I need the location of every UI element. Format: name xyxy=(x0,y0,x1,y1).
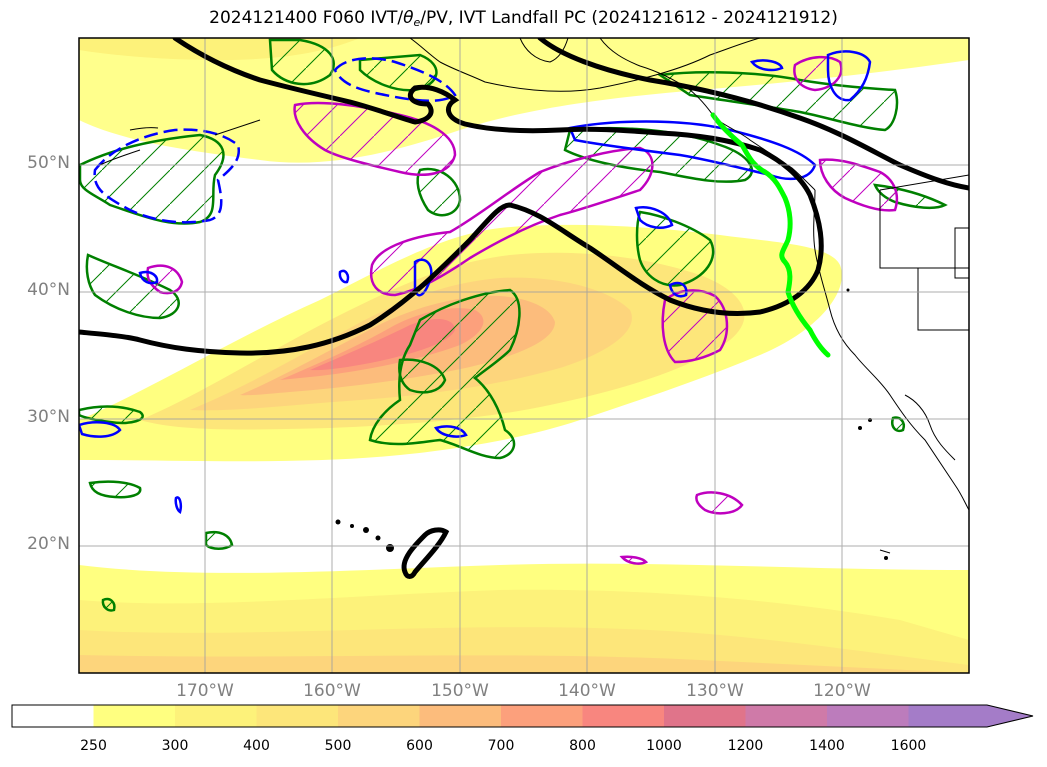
colorbar-swatch xyxy=(664,705,746,727)
colorbar-tick-label: 250 xyxy=(80,738,107,754)
colorbar-tick-label: 1600 xyxy=(890,738,927,754)
lon-label-150w: 150°W xyxy=(431,681,489,701)
lat-label-30n: 30°N xyxy=(27,407,70,427)
colorbar-swatch xyxy=(908,705,1033,727)
colorbar-swatch xyxy=(827,705,909,727)
colorbar-swatch xyxy=(745,705,828,727)
colorbar-tick-label: 600 xyxy=(406,738,433,754)
gridlines xyxy=(79,38,969,673)
colorbar-swatch xyxy=(12,705,94,727)
lon-label-160w: 160°W xyxy=(303,681,361,701)
colorbar-swatch xyxy=(256,705,339,727)
ivt-landfall-line xyxy=(710,112,831,358)
colorbar-tick-label: 1200 xyxy=(727,738,764,754)
lon-label-120w: 120°W xyxy=(813,681,871,701)
theta-e-contours xyxy=(79,38,969,579)
colorbar-tick-label: 300 xyxy=(161,738,189,754)
colorbar xyxy=(11,704,1034,728)
lon-label-140w: 140°W xyxy=(558,681,616,701)
colorbar-tick-label: 400 xyxy=(243,738,270,754)
lat-label-20n: 20°N xyxy=(27,534,70,554)
colorbar-swatch xyxy=(338,705,420,727)
lon-label-170w: 170°W xyxy=(176,681,234,701)
lon-label-130w: 130°W xyxy=(686,681,744,701)
colorbar-tick-label: 1000 xyxy=(646,738,682,754)
lat-label-50n: 50°N xyxy=(27,153,70,173)
colorbar-tick-label: 500 xyxy=(324,738,352,754)
colorbar-swatch xyxy=(501,705,583,727)
ivt-anomaly-contours xyxy=(146,55,899,565)
colorbar-tick-label: 1400 xyxy=(809,738,845,754)
colorbar-swatch xyxy=(93,705,176,727)
colorbar-swatch xyxy=(175,705,257,727)
colorbar-swatch xyxy=(419,705,502,727)
lat-label-40n: 40°N xyxy=(27,280,70,300)
coastlines xyxy=(99,38,969,554)
map-frame xyxy=(78,37,970,674)
map-canvas xyxy=(78,37,970,674)
colorbar-tick-label: 800 xyxy=(569,738,596,754)
colorbar-tick-label: 700 xyxy=(487,738,515,754)
colorbar-swatch xyxy=(582,705,665,727)
map-title: 2024121400 F060 IVT/θe/PV, IVT Landfall … xyxy=(209,8,838,29)
